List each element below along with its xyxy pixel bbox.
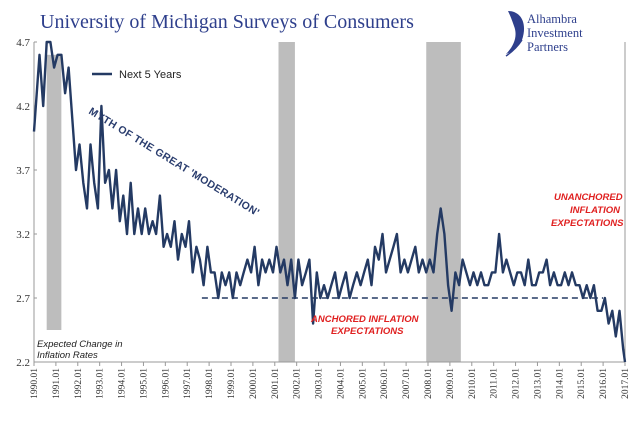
- x-tick-label: 1993.01: [96, 368, 106, 399]
- logo-line-3: Partners: [527, 40, 568, 54]
- series-line-next-5-years: [32, 40, 627, 363]
- annotation-anchored-line1: ANCHORED INFLATION: [310, 314, 420, 325]
- x-tick-label: 2010.01: [468, 368, 478, 399]
- logo-line-2: Investment: [527, 26, 583, 40]
- logo-line-1: Alhambra: [527, 12, 577, 26]
- x-tick-label: 1995.01: [139, 368, 149, 399]
- recession-bar: [278, 42, 295, 362]
- x-tick-label: 1991.01: [52, 368, 62, 399]
- x-tick-label: 2016.01: [599, 368, 609, 399]
- annotation-unanchored-line1: UNANCHORED: [554, 192, 623, 203]
- alhambra-logo: Alhambra Investment Partners: [505, 11, 583, 57]
- annotation-expected-line2: Inflation Rates: [37, 350, 98, 361]
- y-tick-label: 2.2: [16, 357, 30, 369]
- alhambra-swoosh-icon: [505, 11, 525, 57]
- annotation-unanchored-line2: INFLATION: [570, 205, 621, 216]
- x-tick-label: 2006.01: [380, 368, 390, 399]
- annotation-unanchored-line3: EXPECTATIONS: [551, 218, 624, 229]
- x-tick-label: 2012.01: [512, 368, 522, 399]
- recession-bar: [46, 54, 62, 331]
- x-tick-label: 2017.01: [621, 368, 631, 399]
- x-tick-label: 1999.01: [227, 368, 237, 399]
- x-tick-label: 1996.01: [161, 368, 171, 399]
- x-tick-label: 1990.01: [30, 368, 40, 399]
- x-tick-label: 2002.01: [293, 368, 303, 399]
- x-tick-label: 2005.01: [358, 368, 368, 399]
- x-tick-label: 2001.01: [271, 368, 281, 399]
- x-tick-label: 2007.01: [402, 368, 412, 399]
- x-tick-label: 2004.01: [336, 368, 346, 399]
- x-tick-label: 2015.01: [577, 368, 587, 399]
- legend-label-next-5-years: Next 5 Years: [119, 69, 182, 81]
- legend: Next 5 Years: [92, 69, 182, 81]
- annotation-anchored-line2: EXPECTATIONS: [331, 326, 404, 337]
- x-tick-labels: 1990.01 1991.01 1992.01 1993.01 1994.01 1995.…: [30, 362, 631, 399]
- x-tick-label: 2013.01: [533, 368, 543, 399]
- x-tick-label: 2009.01: [446, 368, 456, 399]
- x-tick-label: 2000.01: [249, 368, 259, 399]
- x-tick-label: 1998.01: [205, 368, 215, 399]
- x-tick-label: 2014.01: [555, 368, 565, 399]
- chart-title: University of Michigan Surveys of Consum…: [40, 11, 414, 33]
- x-tick-label: 2011.01: [490, 368, 500, 399]
- y-tick-label: 3.2: [16, 229, 30, 241]
- y-tick-label: 4.7: [16, 37, 30, 49]
- recession-bar: [426, 42, 461, 362]
- x-tick-label: 1992.01: [74, 368, 84, 399]
- y-tick-label: 4.2: [16, 101, 30, 113]
- x-tick-label: 2003.01: [315, 368, 325, 399]
- y-tick-label: 3.7: [16, 165, 30, 177]
- annotation-expected-line1: Expected Change in: [37, 339, 123, 350]
- x-tick-label: 1994.01: [118, 368, 128, 399]
- x-tick-label: 2008.01: [424, 368, 434, 399]
- y-tick-labels: 2.2 2.7 3.2 3.7 4.2 4.7: [16, 37, 37, 369]
- x-tick-label: 1997.01: [183, 368, 193, 399]
- recession-shading: [46, 42, 461, 362]
- y-tick-label: 2.7: [16, 293, 30, 305]
